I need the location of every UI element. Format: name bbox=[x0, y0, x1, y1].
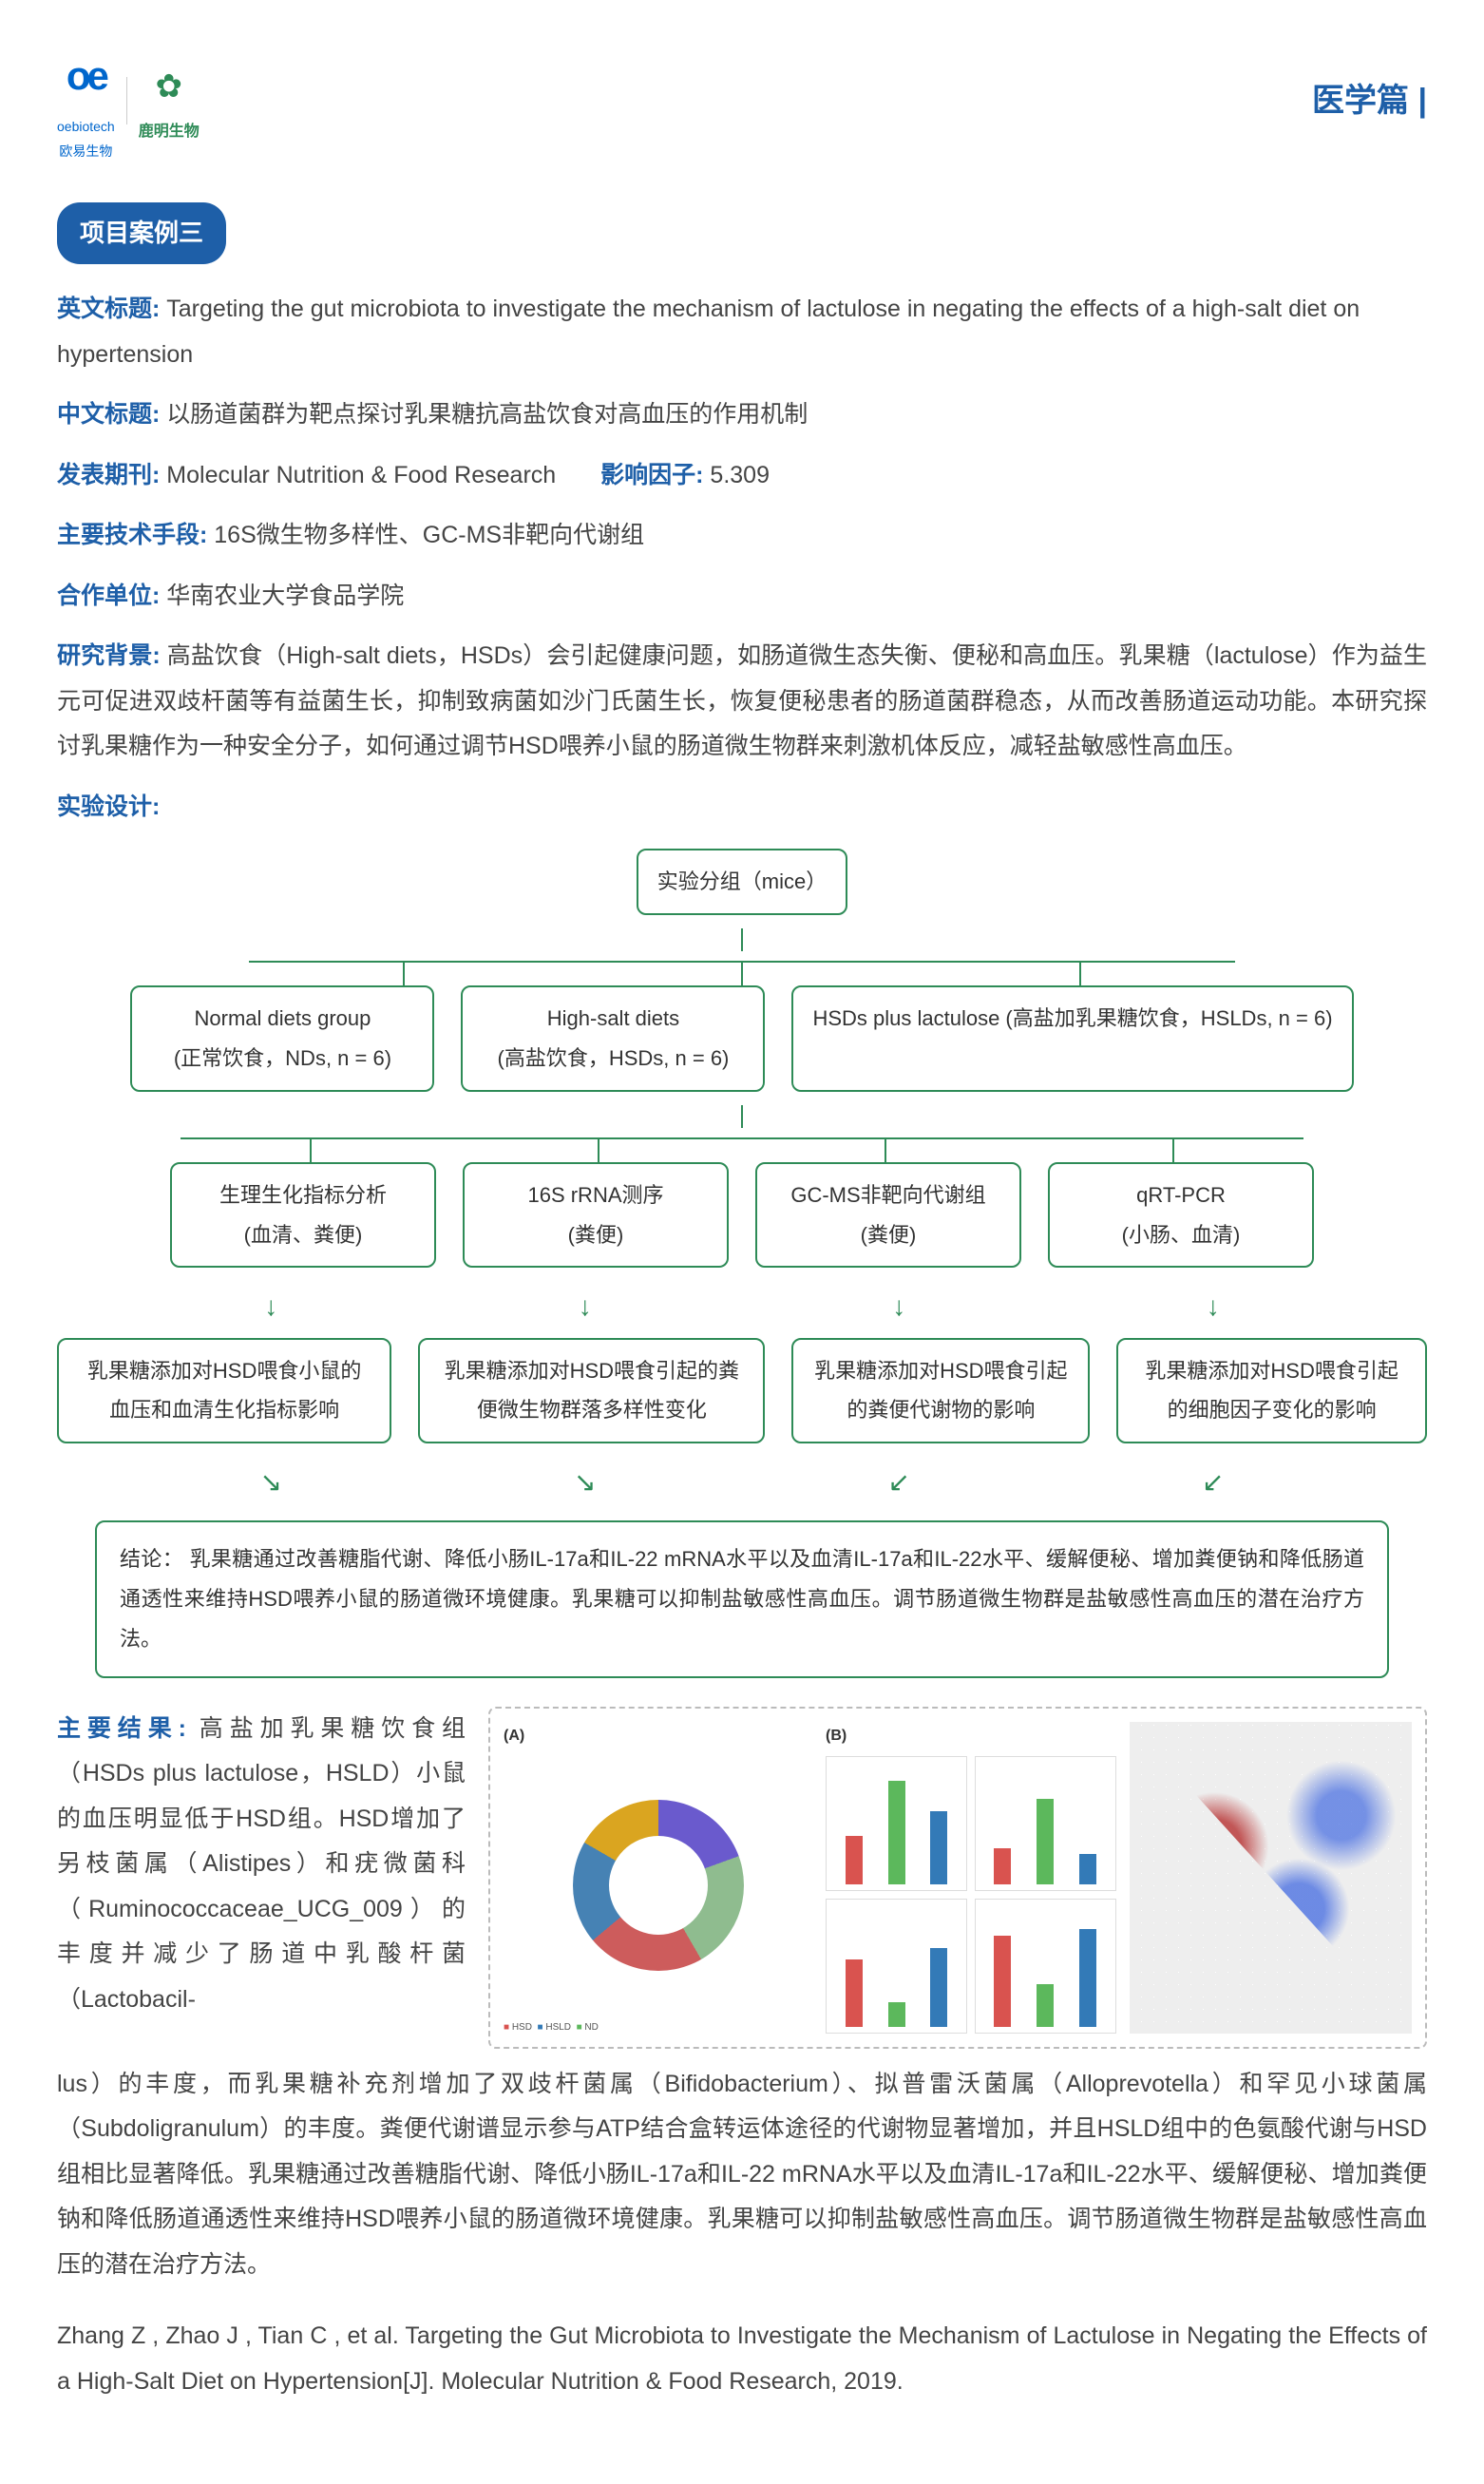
arrow-down-icon: ↓ bbox=[892, 1281, 905, 1331]
flow-connector bbox=[1079, 963, 1081, 985]
arrow-down-icon: ↓ bbox=[1207, 1281, 1220, 1331]
legend-item: ND bbox=[584, 2022, 598, 2033]
tech-line: 主要技术手段: 16S微生物多样性、GC-MS非靶向代谢组 bbox=[57, 513, 1427, 559]
flow-connector bbox=[310, 1139, 312, 1162]
conclusion-text: 乳果糖通过改善糖脂代谢、降低小肠IL-17a和IL-22 mRNA水平以及血清I… bbox=[120, 1547, 1364, 1651]
results-figure: (A) ■ HSD ■ HSLD ■ ND (B) bbox=[488, 1707, 1427, 2049]
partner-line: 合作单位: 华南农业大学食品学院 bbox=[57, 574, 1427, 620]
arrow-converge-icon: ↘ bbox=[574, 1457, 596, 1507]
panel-a-label: (A) bbox=[504, 1722, 812, 1750]
oebiotech-name-cn: 欧易生物 bbox=[59, 139, 112, 164]
flow-group-node: HSDs plus lactulose (高盐加乳果糖饮食，HSLDs, n =… bbox=[791, 985, 1353, 1092]
legend-item: HSLD bbox=[545, 2022, 571, 2033]
flow-group-node: High-salt diets (高盐饮食，HSDs, n = 6) bbox=[461, 985, 765, 1092]
citation-text: Zhang Z , Zhao J , Tian C , et al. Targe… bbox=[57, 2314, 1427, 2404]
logo-group: oe oebiotech 欧易生物 ✿ 鹿明生物 bbox=[57, 38, 200, 164]
chinese-title-label: 中文标题: bbox=[57, 401, 160, 428]
arrow-down-icon: ↓ bbox=[264, 1281, 277, 1331]
english-title-value: Targeting the gut microbiota to investig… bbox=[57, 296, 1360, 368]
flow-conclusion-box: 结论： 乳果糖通过改善糖脂代谢、降低小肠IL-17a和IL-22 mRNA水平以… bbox=[95, 1520, 1389, 1677]
section-tag: 医学篇 | bbox=[1312, 70, 1427, 132]
flow-outcome-node: 乳果糖添加对HSD喂食引起的粪便代谢物的影响 bbox=[791, 1338, 1090, 1444]
flow-connector bbox=[885, 1139, 886, 1162]
flow-connector bbox=[403, 963, 405, 985]
donut-chart-icon bbox=[573, 1800, 744, 1971]
flow-method-node: GC-MS非靶向代谢组 (粪便) bbox=[755, 1162, 1021, 1269]
arrow-converge-icon: ↘ bbox=[260, 1457, 282, 1507]
luming-logo: ✿ 鹿明生物 bbox=[139, 56, 200, 146]
journal-label: 发表期刊: bbox=[57, 462, 160, 488]
mini-bar-chart bbox=[975, 1756, 1116, 1891]
background-block: 研究背景: 高盐饮食（High-salt diets，HSDs）会引起健康问题，… bbox=[57, 634, 1427, 770]
results-lead-text: 主要结果: 高盐加乳果糖饮食组（HSDs plus lactulose，HSLD… bbox=[57, 1707, 466, 2023]
flow-connector bbox=[598, 1139, 599, 1162]
results-section: 主要结果: 高盐加乳果糖饮食组（HSDs plus lactulose，HSLD… bbox=[57, 1707, 1427, 2049]
oebiotech-logo: oe oebiotech 欧易生物 bbox=[57, 38, 115, 164]
flow-outcome-node: 乳果糖添加对HSD喂食引起的细胞因子变化的影响 bbox=[1116, 1338, 1427, 1444]
flow-connector bbox=[741, 1105, 743, 1128]
page-header: oe oebiotech 欧易生物 ✿ 鹿明生物 医学篇 | bbox=[57, 38, 1427, 164]
flow-group-node: Normal diets group (正常饮食，NDs, n = 6) bbox=[130, 985, 434, 1092]
results-continuation-text: lus）的丰度，而乳果糖补充剂增加了双歧杆菌属（Bifidobacterium）… bbox=[57, 2062, 1427, 2288]
background-text: 高盐饮食（High-salt diets，HSDs）会引起健康问题，如肠道微生态… bbox=[57, 642, 1427, 759]
oebiotech-mark: oe bbox=[67, 38, 105, 114]
flow-outcome-node: 乳果糖添加对HSD喂食引起的粪便微生物群落多样性变化 bbox=[418, 1338, 765, 1444]
impact-factor-value: 5.309 bbox=[710, 462, 770, 488]
flow-method-node: 生理生化指标分析 (血清、粪便) bbox=[170, 1162, 436, 1269]
experiment-flowchart: 实验分组（mice） Normal diets group (正常饮食，NDs,… bbox=[57, 849, 1427, 1677]
flow-outcome-node: 乳果糖添加对HSD喂食小鼠的血压和血清生化指标影响 bbox=[57, 1338, 391, 1444]
case-badge: 项目案例三 bbox=[57, 202, 226, 264]
luming-name: 鹿明生物 bbox=[139, 118, 200, 146]
english-title-line: 英文标题: Targeting the gut microbiota to in… bbox=[57, 287, 1427, 377]
mini-bar-chart bbox=[826, 1899, 967, 2034]
correlation-heatmap bbox=[1130, 1722, 1412, 2034]
flow-method-node: 16S rRNA测序 (粪便) bbox=[463, 1162, 729, 1269]
results-lead-value: 高盐加乳果糖饮食组（HSDs plus lactulose，HSLD）小鼠的血压… bbox=[57, 1715, 466, 2013]
impact-factor-label: 影响因子: bbox=[600, 462, 703, 488]
luming-tree-icon: ✿ bbox=[155, 56, 182, 118]
logo-divider bbox=[126, 77, 127, 124]
figure-panel-b: (B) bbox=[826, 1722, 1116, 2034]
journal-value: Molecular Nutrition & Food Research bbox=[166, 462, 556, 488]
arrow-converge-icon: ↙ bbox=[888, 1457, 910, 1507]
flow-hline bbox=[181, 1137, 1303, 1139]
english-title-label: 英文标题: bbox=[57, 296, 160, 322]
arrow-converge-icon: ↙ bbox=[1202, 1457, 1224, 1507]
background-label: 研究背景: bbox=[57, 642, 161, 669]
chinese-title-line: 中文标题: 以肠道菌群为靶点探讨乳果糖抗高盐饮食对高血压的作用机制 bbox=[57, 392, 1427, 438]
oebiotech-name-en: oebiotech bbox=[57, 114, 115, 140]
mini-bar-chart bbox=[826, 1756, 967, 1891]
flow-method-node: qRT-PCR (小肠、血清) bbox=[1048, 1162, 1314, 1269]
journal-line: 发表期刊: Molecular Nutrition & Food Researc… bbox=[57, 453, 1427, 499]
arrow-down-icon: ↓ bbox=[579, 1281, 592, 1331]
circular-phylo-plot bbox=[504, 1750, 812, 2021]
tech-label: 主要技术手段: bbox=[57, 522, 207, 548]
tech-value: 16S微生物多样性、GC-MS非靶向代谢组 bbox=[214, 522, 644, 548]
partner-value: 华南农业大学食品学院 bbox=[166, 583, 404, 609]
chinese-title-value: 以肠道菌群为靶点探讨乳果糖抗高盐饮食对高血压的作用机制 bbox=[166, 401, 808, 428]
mini-bar-chart bbox=[975, 1899, 1116, 2034]
flow-root-node: 实验分组（mice） bbox=[637, 849, 847, 915]
design-label: 实验设计: bbox=[57, 785, 1427, 831]
flow-connector bbox=[741, 928, 743, 951]
legend-item: HSD bbox=[512, 2022, 532, 2033]
results-label: 主要结果: bbox=[57, 1715, 186, 1742]
bar-chart-grid bbox=[826, 1756, 1116, 2034]
partner-label: 合作单位: bbox=[57, 583, 160, 609]
panel-b-label: (B) bbox=[826, 1722, 1116, 1750]
figure-panel-heatmap bbox=[1130, 1722, 1412, 2034]
conclusion-label: 结论： bbox=[120, 1547, 183, 1571]
figure-panel-a: (A) ■ HSD ■ HSLD ■ ND bbox=[504, 1722, 812, 2034]
flow-connector bbox=[741, 963, 743, 985]
flow-connector bbox=[1172, 1139, 1174, 1162]
panel-a-legend: ■ HSD ■ HSLD ■ ND bbox=[504, 2021, 812, 2034]
